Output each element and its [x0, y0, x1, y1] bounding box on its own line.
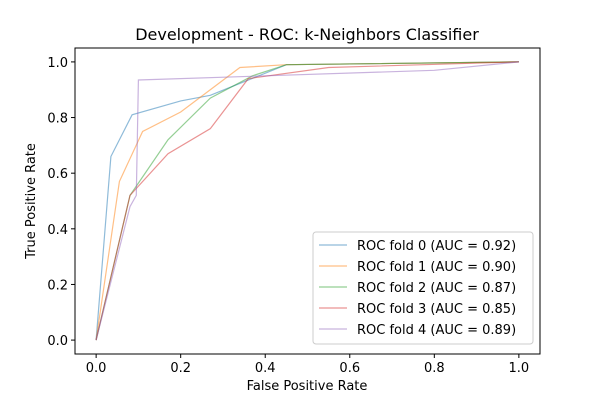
roc-line-fold-3: [95, 61, 519, 341]
y-tick-label: 0.2: [47, 278, 68, 293]
plot-frame: [74, 47, 541, 355]
x-tick-label: 1.0: [509, 361, 530, 376]
x-tick-label: 0.0: [86, 361, 107, 376]
legend-entry: ROC fold 2 (AUC = 0.87): [357, 281, 516, 296]
y-tick-label: 0.4: [47, 223, 68, 238]
x-tick-label: 0.4: [255, 361, 276, 376]
y-axis-label: True Positive Rate: [24, 143, 39, 260]
legend-entry: ROC fold 4 (AUC = 0.89): [357, 323, 516, 338]
y-axis-ticks: 0.0 0.2 0.4 0.6 0.8 1.0: [47, 56, 75, 349]
x-tick-label: 0.2: [170, 361, 191, 376]
x-tick-label: 0.8: [424, 361, 445, 376]
legend-box: [312, 231, 534, 345]
x-tick-label: 0.6: [339, 361, 360, 376]
x-axis-label: False Positive Rate: [247, 379, 368, 394]
roc-line-fold-4: [95, 61, 519, 341]
plot-lines: [95, 61, 519, 341]
y-tick-label: 0.6: [47, 167, 68, 182]
x-axis-ticks: 0.0 0.2 0.4 0.6 0.8 1.0: [86, 354, 529, 376]
chart-title: Development - ROC: k-Neighbors Classifie…: [135, 25, 479, 44]
y-tick-label: 0.8: [47, 112, 68, 127]
legend-entry: ROC fold 1 (AUC = 0.90): [357, 260, 516, 275]
legend: ROC fold 0 (AUC = 0.92) ROC fold 1 (AUC =…: [312, 231, 534, 345]
y-tick-label: 1.0: [47, 56, 68, 71]
legend-entry: ROC fold 0 (AUC = 0.92): [357, 239, 516, 254]
y-tick-label: 0.0: [47, 334, 68, 349]
legend-entry: ROC fold 3 (AUC = 0.85): [357, 302, 516, 317]
